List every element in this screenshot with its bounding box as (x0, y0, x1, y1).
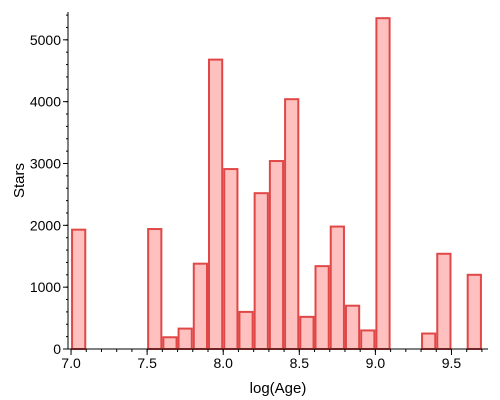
x-tick-label: 8.5 (290, 355, 310, 371)
histogram-bar (192, 262, 208, 350)
x-tick-label: 8.0 (213, 355, 233, 371)
x-tick-label: 7.0 (61, 355, 81, 371)
histogram-bar (421, 332, 437, 351)
histogram-bar (177, 327, 193, 350)
histogram-bar (268, 160, 285, 350)
histogram-bar (223, 168, 239, 350)
y-tick-label: 1000 (30, 279, 61, 295)
x-tick-label: 9.0 (366, 355, 386, 371)
histogram-bar (238, 310, 254, 350)
y-tick-label: 5000 (30, 32, 61, 48)
histogram-bar (466, 273, 482, 350)
histogram-bar (253, 192, 269, 350)
histogram-bar (71, 228, 87, 351)
histogram-bar (344, 304, 361, 351)
histogram-bar (329, 225, 345, 350)
bars-group (71, 17, 482, 351)
histogram-bar (208, 58, 224, 350)
histogram-bar (360, 329, 376, 351)
y-tick-label: 2000 (30, 217, 61, 233)
histogram-bar (147, 228, 163, 350)
x-tick-label: 9.5 (442, 355, 462, 371)
histogram-bar (284, 98, 300, 351)
y-tick-label: 4000 (30, 94, 61, 110)
x-axis-label: log(Age) (250, 380, 307, 397)
histogram-bar (162, 336, 178, 350)
axes-group: 0 1000 2000 3000 4000 5000 7.0 7.5 8.0 8.5 9.0 9.5 (30, 12, 488, 371)
y-axis-label: Stars (11, 163, 28, 198)
histogram-bar (375, 17, 391, 351)
x-tick-label: 7.5 (137, 355, 157, 371)
y-tick-label: 3000 (30, 155, 61, 171)
histogram-bar (299, 315, 315, 351)
y-tick-label: 0 (53, 341, 61, 357)
histogram-bar (314, 265, 330, 351)
histogram-bar (436, 252, 452, 350)
